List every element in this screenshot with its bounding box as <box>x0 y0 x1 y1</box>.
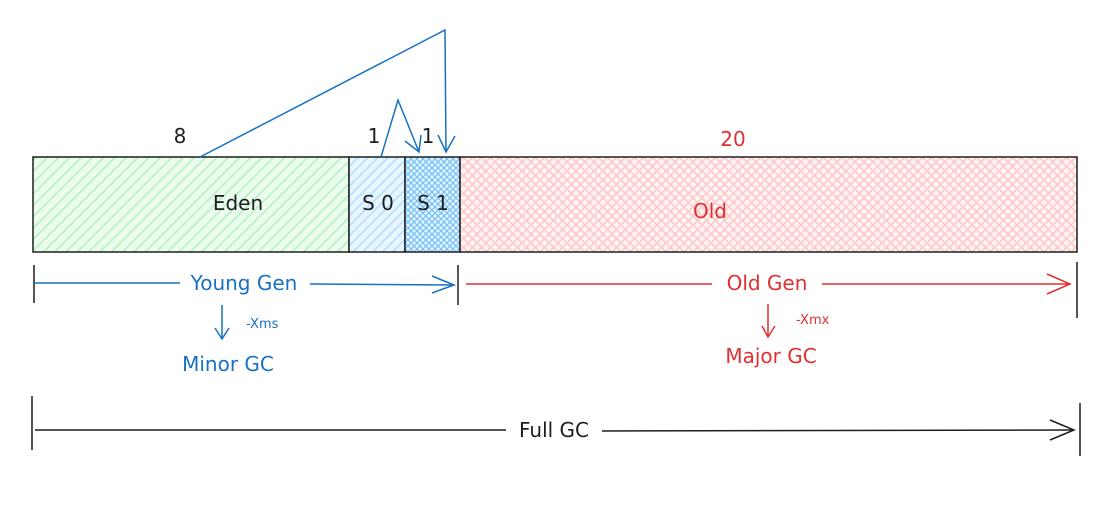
old-gen-arrowhead <box>1046 273 1072 295</box>
eden-label: Eden <box>213 191 263 215</box>
full-gc-label: Full GC <box>519 418 589 442</box>
s0-region <box>348 156 406 253</box>
eden-to-survivor-arrowhead <box>437 134 456 154</box>
young-gen-label: Young Gen <box>190 271 298 295</box>
minor-gc-arrowhead <box>214 327 230 341</box>
eden-region <box>32 156 350 253</box>
major-gc-arrowhead <box>761 325 776 339</box>
s1-label: S 1 <box>417 191 449 215</box>
young-gen-line-right <box>309 283 455 286</box>
s0-to-s1-arrow <box>380 97 420 158</box>
xmx-flag: -Xmx <box>796 313 830 328</box>
full-gc-line-right <box>601 429 1075 432</box>
s1-region <box>404 156 461 253</box>
s0-ratio: 1 <box>368 124 381 148</box>
major-gc-label: Major GC <box>725 344 816 368</box>
old-region <box>459 156 1078 253</box>
old-label: Old <box>693 199 727 223</box>
old-gen-label: Old Gen <box>727 271 808 295</box>
s0-label: S 0 <box>362 191 394 215</box>
s0-to-s1-arrowhead <box>404 134 422 154</box>
young-gen-arrowhead <box>431 275 457 294</box>
s1-ratio: 1 <box>422 124 435 148</box>
full-gc-arrowhead <box>1049 419 1076 441</box>
minor-gc-label: Minor GC <box>182 352 274 376</box>
old-ratio: 20 <box>720 127 745 151</box>
xms-flag: -Xms <box>246 317 279 332</box>
eden-ratio: 8 <box>174 124 187 148</box>
eden-to-survivor-arrow <box>199 28 447 158</box>
